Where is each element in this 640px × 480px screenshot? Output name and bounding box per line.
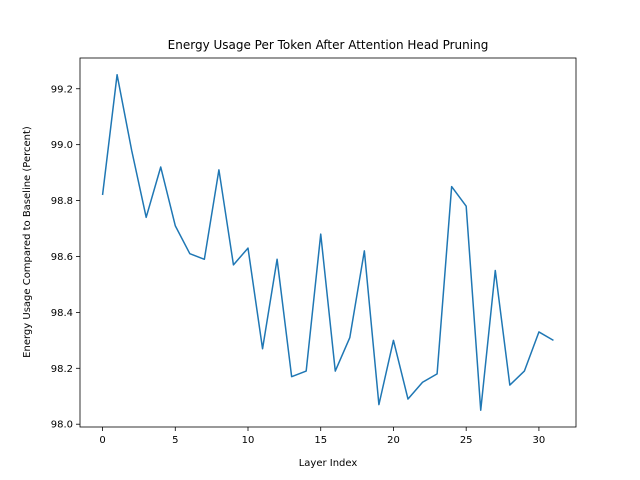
series-layer	[101, 74, 554, 411]
y-tick-label: 98.4	[51, 308, 73, 319]
chart-title: Energy Usage Per Token After Attention H…	[168, 38, 489, 52]
x-tick-label: 10	[242, 435, 255, 446]
y-tick-label: 98.6	[51, 252, 73, 263]
y-tick-label: 98.8	[51, 196, 73, 207]
x-tick-label: 20	[387, 435, 400, 446]
y-axis-label: Energy Usage Compared to Baseline (Perce…	[22, 126, 33, 358]
plot-frame	[79, 57, 577, 428]
x-tick-label: 5	[172, 435, 178, 446]
x-axis-label: Layer Index	[299, 458, 358, 469]
x-axis-ticks: 0 5 10 15 20 25 30	[99, 427, 545, 446]
y-tick-label: 99.2	[51, 84, 73, 95]
x-tick-label: 0	[99, 435, 105, 446]
y-tick-label: 98.2	[51, 364, 73, 375]
series-line	[101, 74, 554, 411]
x-tick-label: 25	[460, 435, 473, 446]
x-tick-label: 15	[314, 435, 327, 446]
plot-area	[80, 58, 576, 427]
x-tick-label: 30	[533, 435, 546, 446]
y-axis-ticks: 98.0 98.2 98.4 98.6 98.8 99.0 99.2	[51, 84, 80, 431]
y-tick-label: 99.0	[51, 140, 73, 151]
y-tick-label: 98.0	[51, 420, 73, 431]
